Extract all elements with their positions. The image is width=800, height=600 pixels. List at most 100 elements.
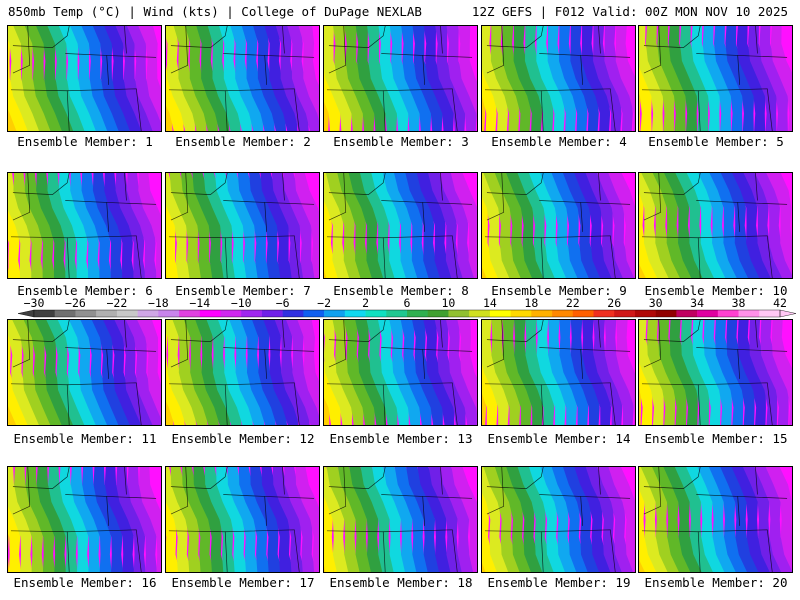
temperature-field-map (482, 173, 635, 278)
colorbar-tick-label: 22 (566, 297, 580, 310)
colorbar-swatch (241, 310, 263, 317)
ensemble-map-panel (323, 466, 478, 573)
temperature-colorbar: −30 −26 −22 −18 −14 −10 −6 −2 2 6 10 14 18 22 26 30 34 38… (17, 297, 797, 318)
colorbar-swatch (531, 310, 553, 317)
colorbar-swatch (510, 310, 532, 317)
map-title: 850mb Temp (°C) | Wind (kts) | College o… (8, 4, 422, 19)
colorbar-tick-label: −2 (317, 297, 331, 310)
ensemble-member-label: Ensemble Member: 11 (13, 431, 157, 446)
colorbar-tick-label: −22 (106, 297, 127, 310)
colorbar-tick-label: −10 (231, 297, 252, 310)
colorbar-swatch (676, 310, 698, 317)
colorbar-swatch (324, 310, 346, 317)
colorbar-tick-label: 18 (524, 297, 538, 310)
colorbar-tick-label: −6 (276, 297, 290, 310)
ensemble-member-label: Ensemble Member: 16 (13, 575, 157, 590)
colorbar-swatch (386, 310, 408, 317)
ensemble-map-panel (7, 319, 162, 426)
ensemble-member-label: Ensemble Member: 9 (491, 283, 627, 298)
colorbar-swatch (96, 310, 118, 317)
ensemble-member-label: Ensemble Member: 19 (487, 575, 631, 590)
temperature-field-map (324, 173, 477, 278)
temperature-field-map (166, 320, 319, 425)
colorbar-tick-label: 14 (483, 297, 497, 310)
ensemble-member-label: Ensemble Member: 6 (17, 283, 153, 298)
colorbar-swatch (448, 310, 470, 317)
ensemble-member-label: Ensemble Member: 1 (17, 134, 153, 149)
temperature-field-map (166, 173, 319, 278)
colorbar-swatch (116, 310, 138, 317)
temperature-field-map (639, 26, 792, 131)
ensemble-member-label: Ensemble Member: 8 (333, 283, 469, 298)
colorbar-tick-label: −14 (189, 297, 210, 310)
colorbar-swatch (738, 310, 760, 317)
ensemble-map-panel (7, 25, 162, 132)
temperature-field-map (639, 320, 792, 425)
ensemble-map-panel (7, 172, 162, 279)
ensemble-map-panel (638, 319, 793, 426)
ensemble-member-label: Ensemble Member: 7 (175, 283, 311, 298)
colorbar-swatch (199, 310, 221, 317)
colorbar-tick-label: 6 (404, 297, 411, 310)
colorbar-tick-label: 30 (649, 297, 663, 310)
ensemble-member-label: Ensemble Member: 13 (329, 431, 473, 446)
temperature-field-map (8, 467, 161, 572)
colorbar-swatch (697, 310, 719, 317)
colorbar-tick-label: 2 (362, 297, 369, 310)
ensemble-member-label: Ensemble Member: 10 (644, 283, 788, 298)
temperature-field-map (166, 26, 319, 131)
colorbar-swatch (261, 310, 283, 317)
temperature-field-map (324, 320, 477, 425)
ensemble-member-label: Ensemble Member: 2 (175, 134, 311, 149)
colorbar-swatch (634, 310, 656, 317)
ensemble-member-label: Ensemble Member: 12 (171, 431, 315, 446)
colorbar-swatch (489, 310, 511, 317)
ensemble-map-panel (638, 172, 793, 279)
colorbar-swatch (158, 310, 180, 317)
ensemble-map-panel (481, 25, 636, 132)
colorbar-tick-label: 42 (773, 297, 787, 310)
colorbar-tick-label: −18 (148, 297, 169, 310)
ensemble-member-label: Ensemble Member: 14 (487, 431, 631, 446)
colorbar-swatch (572, 310, 594, 317)
ensemble-map-panel (481, 466, 636, 573)
ensemble-map-panel (165, 466, 320, 573)
temperature-field-map (324, 467, 477, 572)
colorbar-tick-label: −26 (65, 297, 86, 310)
temperature-field-map (166, 467, 319, 572)
colorbar-swatch (365, 310, 387, 317)
ensemble-map-panel (481, 172, 636, 279)
colorbar-swatch (407, 310, 429, 317)
temperature-field-map (8, 320, 161, 425)
colorbar-swatch (137, 310, 159, 317)
ensemble-map-panel (323, 172, 478, 279)
colorbar-swatch (220, 310, 242, 317)
colorbar-swatch (614, 310, 636, 317)
temperature-field-map (482, 320, 635, 425)
temperature-field-map (324, 26, 477, 131)
colorbar-swatch (75, 310, 97, 317)
colorbar-tick-label: 26 (607, 297, 621, 310)
colorbar-swatch (593, 310, 615, 317)
colorbar-swatch (655, 310, 677, 317)
colorbar-min-arrow (17, 309, 35, 318)
ensemble-member-label: Ensemble Member: 17 (171, 575, 315, 590)
colorbar-swatch (759, 310, 781, 317)
colorbar-swatch (54, 310, 76, 317)
colorbar-swatch (282, 310, 304, 317)
model-valid-time: 12Z GEFS | F012 Valid: 00Z MON NOV 10 20… (471, 4, 788, 19)
ensemble-member-label: Ensemble Member: 3 (333, 134, 469, 149)
ensemble-map-panel (7, 466, 162, 573)
colorbar-tick-label: 34 (690, 297, 704, 310)
ensemble-map-panel (165, 172, 320, 279)
colorbar-tick-label: −30 (24, 297, 45, 310)
ensemble-map-panel (165, 25, 320, 132)
colorbar-swatch (427, 310, 449, 317)
colorbar-swatch (717, 310, 739, 317)
ensemble-map-panel (638, 466, 793, 573)
ensemble-member-label: Ensemble Member: 4 (491, 134, 627, 149)
temperature-field-map (639, 467, 792, 572)
ensemble-map-panel (323, 25, 478, 132)
ensemble-map-panel (323, 319, 478, 426)
ensemble-map-panel (638, 25, 793, 132)
